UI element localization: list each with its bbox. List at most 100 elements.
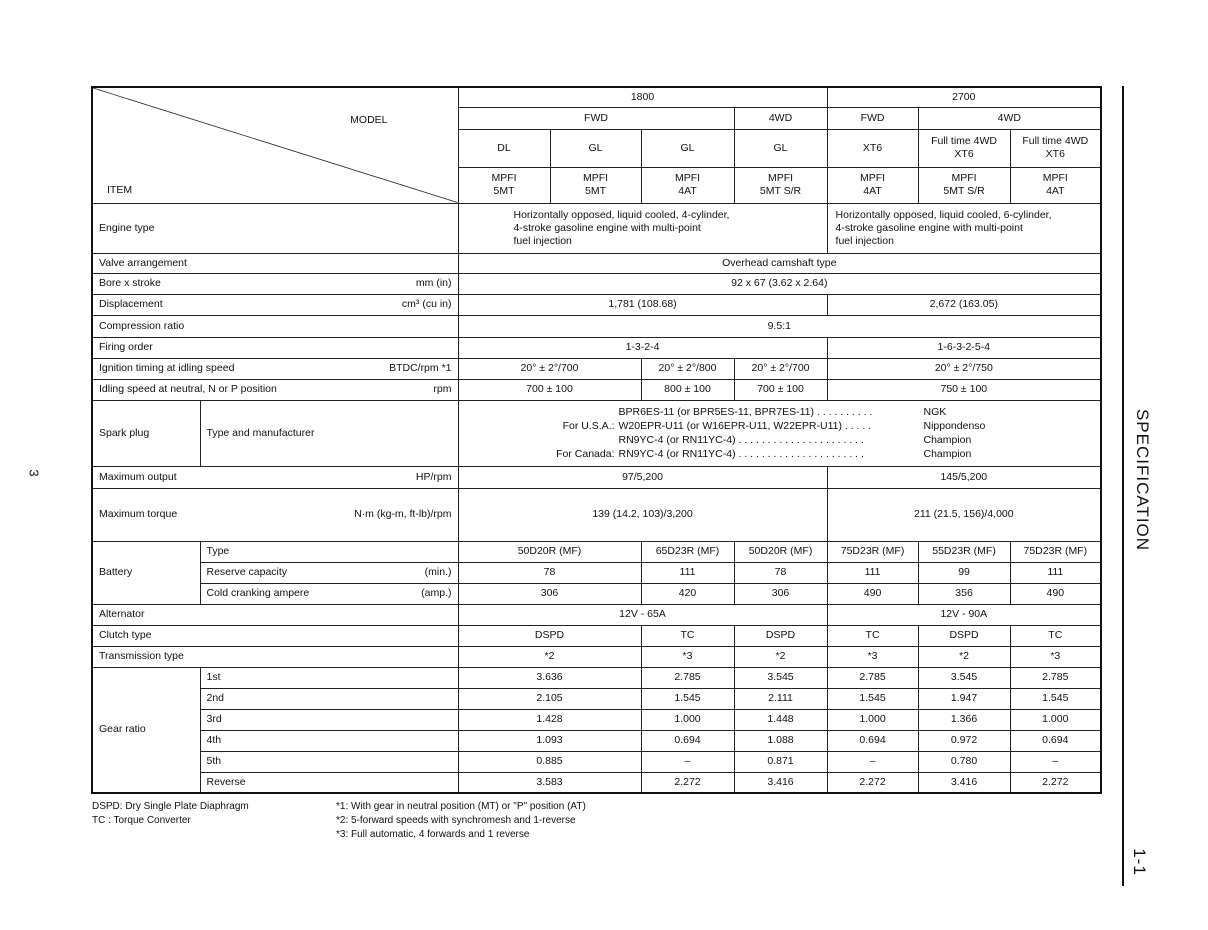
value-cell: 3.416 <box>733 771 828 794</box>
table-row: Engine type Horizontally opposed, liquid … <box>91 202 1102 254</box>
value-cell: Horizontally opposed, liquid cooled, 4-c… <box>457 202 828 254</box>
value-cell: *2 <box>917 645 1011 668</box>
value-cell: Horizontally opposed, liquid cooled, 6-c… <box>826 202 1102 254</box>
value-cell: 0.972 <box>917 729 1011 752</box>
value-cell: 2.785 <box>1009 666 1102 689</box>
value-cell: 2,672 (163.05) <box>826 293 1102 316</box>
value-cell: 0.885 <box>457 750 642 773</box>
table-row: 2nd 2.105 1.545 2.111 1.545 1.947 1.545 <box>92 687 1102 710</box>
battery-subrow-label: (min.) Reserve capacity <box>199 561 459 584</box>
row-unit: mm (in) <box>415 277 452 289</box>
value-cell: 1.000 <box>640 708 735 731</box>
table-row: FWD 4WD FWD 4WD <box>92 106 1102 130</box>
table-row: 5th 0.885–0.871–0.780– <box>92 750 1102 773</box>
transmission-header: MPFI 5MT S/R <box>733 166 828 204</box>
manufacturer: Nippondenso <box>923 419 986 432</box>
value-cell: 3.583 <box>457 771 642 794</box>
table-row: (amp.) Cold cranking ampere 306 420 306 490 35… <box>92 582 1102 605</box>
table-row: cm³ (cu in) Displacement 1,781 (108.68) 2,6… <box>91 293 1102 316</box>
value-cell: DSPD <box>917 624 1011 647</box>
value-cell: 356 <box>917 582 1011 605</box>
row-label: Maximum output <box>99 470 177 483</box>
spark-plug-line: For Canada: RN9YC-4 (or RN11YC-4) . . . .… <box>465 447 1095 461</box>
region: For U.S.A.: <box>562 419 615 432</box>
drive-header: FWD <box>826 106 919 130</box>
value-cell: 490 <box>826 582 919 605</box>
spark-plug-label: Spark plug <box>91 399 201 467</box>
value-cell: TC <box>640 624 735 647</box>
value-cell: 75D23R (MF) <box>826 540 919 563</box>
value-cell: 12V - 90A <box>826 603 1102 626</box>
value-cell: 111 <box>640 561 735 584</box>
row-header: Compression ratio <box>91 314 459 338</box>
table-row: 3rd 1.428 1.000 1.448 1.000 1.366 1.000 <box>92 708 1102 731</box>
value-cell: 1.093 <box>457 729 642 752</box>
spark-plug-line: For U.S.A.: W20EPR-U11 (or W16EPR-U11, W2… <box>465 419 1095 433</box>
table-row: 4th 1.093 0.694 1.088 0.694 0.972 0.694 <box>92 729 1102 752</box>
value-cell: 2.272 <box>640 771 735 794</box>
value-cell: *2 <box>457 645 642 668</box>
region: For Canada: <box>556 447 615 460</box>
value-cell: 420 <box>640 582 735 605</box>
model-header: Full time 4WD XT6 <box>917 128 1011 168</box>
gear-label: 4th <box>199 729 459 752</box>
row-label: Alternator <box>99 608 145 620</box>
transmission-header: MPFI 4AT <box>1009 166 1102 204</box>
table-row: Valve arrangement Overhead camshaft type <box>91 252 1102 274</box>
drive-header: FWD <box>457 106 735 130</box>
value-cell: *3 <box>826 645 919 668</box>
value-cell: 92 x 67 (3.62 x 2.64) <box>457 272 1102 295</box>
value-cell: 490 <box>1009 582 1102 605</box>
footnote-2: *2: 5-forward speeds with synchromesh an… <box>336 815 576 826</box>
row-label: Ignition timing at idling speed <box>99 362 235 374</box>
value-cell: 111 <box>826 561 919 584</box>
table-row: Battery Type 50D20R (MF) 65D23R (MF) 50D20R … <box>91 540 1102 605</box>
value-cell: Overhead camshaft type <box>457 252 1102 274</box>
spark-plug-line: RN9YC-4 (or RN11YC-4) . . . . . . . . . … <box>465 433 1095 447</box>
value-cell: *3 <box>1009 645 1102 668</box>
gear-label: Reverse <box>199 771 459 794</box>
value-cell: 20° ± 2°/700 <box>457 357 642 380</box>
table-row: Alternator 12V - 65A 12V - 90A <box>91 603 1102 626</box>
value-cell: 0.871 <box>733 750 828 773</box>
value-cell: 1-6-3-2-5-4 <box>826 336 1102 359</box>
model-header: GL <box>733 128 828 168</box>
value-cell: 139 (14.2, 103)/3,200 <box>457 487 828 542</box>
row-unit: N·m (kg-m, ft-lb)/rpm <box>354 508 452 520</box>
gear-ratio-label: Gear ratio <box>91 666 201 794</box>
abbr-dspd: DSPD: Dry Single Plate Diaphragm <box>92 801 249 812</box>
table-row: MPFI 5MT MPFI 5MT MPFI 4AT MPFI 5MT S/R MPFI… <box>92 166 1102 204</box>
value-cell: 3.636 <box>457 666 642 689</box>
transmission-header: MPFI 4AT <box>826 166 919 204</box>
value-cell: 111 <box>1009 561 1102 584</box>
footnotes: *1: With gear in neutral position (MT) o… <box>336 800 586 842</box>
gear-label: 1st <box>199 666 459 689</box>
value-cell: 1.545 <box>826 687 919 710</box>
value-cell: 78 <box>733 561 828 584</box>
spark-plug-sublabel: Type and manufacturer <box>199 399 459 467</box>
row-label: Valve arrangement <box>99 256 187 269</box>
item-label: ITEM <box>107 183 133 196</box>
model-header: GL <box>640 128 735 168</box>
value-cell: 700 ± 100 <box>457 378 642 401</box>
value-cell: 75D23R (MF) <box>1009 540 1102 563</box>
group-2700: 2700 <box>826 86 1102 108</box>
value-cell: 0.780 <box>917 750 1011 773</box>
manufacturer: NGK <box>923 405 947 418</box>
value-cell: 1.428 <box>457 708 642 731</box>
table-row: Gear ratio 1st 3.636 2.785 3.545 2.785 3.545 2.… <box>91 666 1102 794</box>
model-header: GL <box>549 128 642 168</box>
value-cell: 1.366 <box>917 708 1011 731</box>
value-cell: *2 <box>733 645 828 668</box>
row-label: Firing order <box>99 341 153 353</box>
value-cell: 2.272 <box>1009 771 1102 794</box>
row-label: Transmission type <box>99 650 184 662</box>
row-label: Engine type <box>99 221 155 234</box>
drive-header: 4WD <box>733 106 828 130</box>
value-cell: 65D23R (MF) <box>640 540 735 563</box>
value-cell: 12V - 65A <box>457 603 828 626</box>
row-header: HP/rpm Maximum output <box>91 465 459 489</box>
transmission-header: MPFI 5MT S/R <box>917 166 1011 204</box>
value-cell: 20° ± 2°/700 <box>733 357 828 380</box>
row-header: rpm Idling speed at neutral, N or P posit… <box>91 378 459 401</box>
